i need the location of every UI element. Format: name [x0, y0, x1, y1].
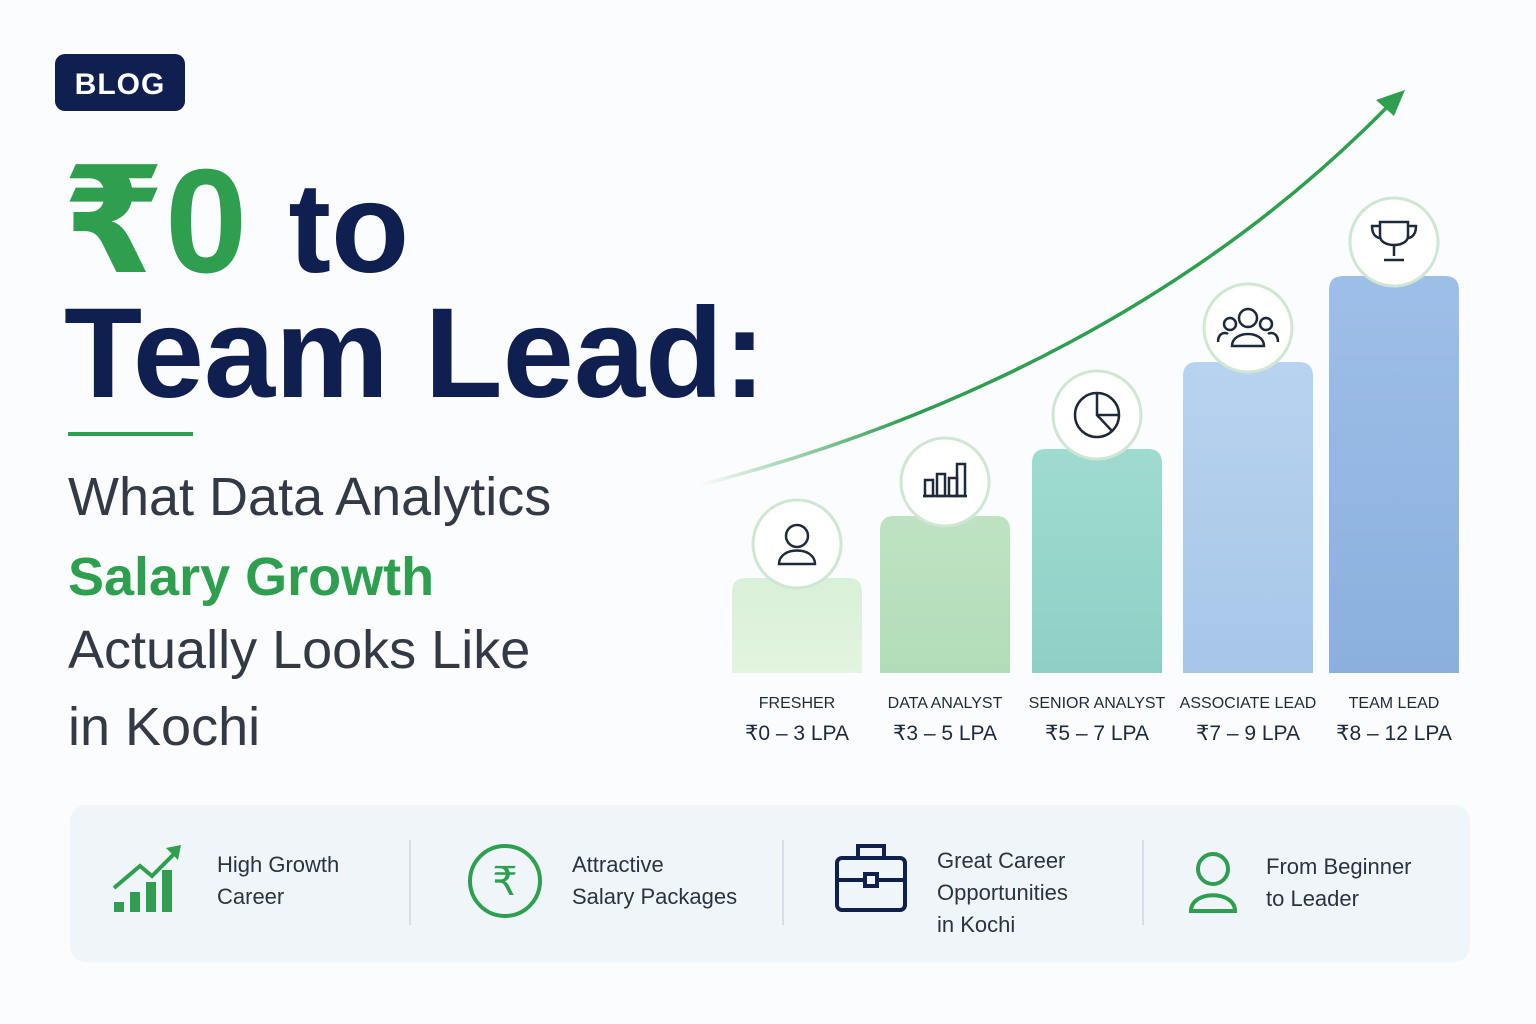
- stage-role: TEAM LEAD: [1349, 695, 1440, 712]
- feature-text: to Leader: [1266, 886, 1359, 911]
- title-rest: to: [288, 157, 409, 300]
- title-highlight: ₹0: [62, 139, 247, 304]
- stage-role: DATA ANALYST: [888, 695, 1003, 712]
- stage-salary: ₹8 – 12 LPA: [1336, 722, 1452, 745]
- feature-text: Great Career: [937, 848, 1065, 873]
- title-line2: Team Lead:: [64, 282, 766, 425]
- stage-icon-circle: [751, 498, 843, 590]
- feature-text: in Kochi: [937, 912, 1015, 937]
- stage-icon-circle: [1348, 196, 1440, 288]
- stage-salary: ₹7 – 9 LPA: [1196, 722, 1300, 745]
- stage-bar: [1183, 362, 1313, 673]
- arrow-head: [1376, 90, 1405, 116]
- feature-panel: [70, 805, 1470, 962]
- stage-salary: ₹0 – 3 LPA: [745, 722, 849, 745]
- stage-role: FRESHER: [759, 695, 835, 712]
- stages: FRESHER ₹0 – 3 LPA DATA ANALYST ₹3 – 5 LPA S…: [732, 196, 1459, 745]
- subtitle-line: What Data Analytics: [68, 467, 551, 527]
- briefcase-icon: [835, 844, 907, 912]
- features: High Growth Career Attractive Salary Packag…: [217, 848, 1412, 937]
- stage-bar: [1329, 276, 1459, 673]
- stage-role: ASSOCIATE LEAD: [1180, 695, 1317, 712]
- badge: BLOG: [75, 68, 166, 101]
- feature-text: Career: [217, 884, 284, 909]
- stage-salary: ₹5 – 7 LPA: [1045, 722, 1149, 745]
- person-icon: [1188, 852, 1238, 913]
- subtitle-line: Actually Looks Like: [68, 620, 530, 680]
- title-line1: ₹0 to: [62, 139, 409, 304]
- stage-salary: ₹3 – 5 LPA: [893, 722, 997, 745]
- feature-text: Salary Packages: [572, 884, 737, 909]
- svg-text:₹: ₹: [492, 860, 517, 904]
- feature-text: From Beginner: [1266, 854, 1412, 879]
- feature-text: Opportunities: [937, 880, 1068, 905]
- growth-icon: [112, 845, 181, 912]
- stage-icon: [1370, 220, 1418, 262]
- subtitle-highlight: Salary Growth: [68, 547, 434, 607]
- badge-bg: [55, 54, 185, 111]
- stage-icon: [923, 462, 967, 498]
- subtitle-line: in Kochi: [68, 697, 260, 757]
- stage-bar: [880, 516, 1010, 673]
- stage-icon: [1073, 391, 1121, 439]
- stage-bar: [732, 578, 862, 673]
- stage-icon: [1216, 307, 1280, 348]
- rupee-icon: ₹: [468, 844, 542, 918]
- feature-text: High Growth: [217, 852, 339, 877]
- stage-role: SENIOR ANALYST: [1029, 695, 1166, 712]
- growth-arrow: [699, 100, 1394, 487]
- divider: [68, 432, 193, 436]
- stage-icon: [777, 523, 817, 566]
- feature-text: Attractive: [572, 852, 664, 877]
- stage-bar: [1032, 449, 1162, 673]
